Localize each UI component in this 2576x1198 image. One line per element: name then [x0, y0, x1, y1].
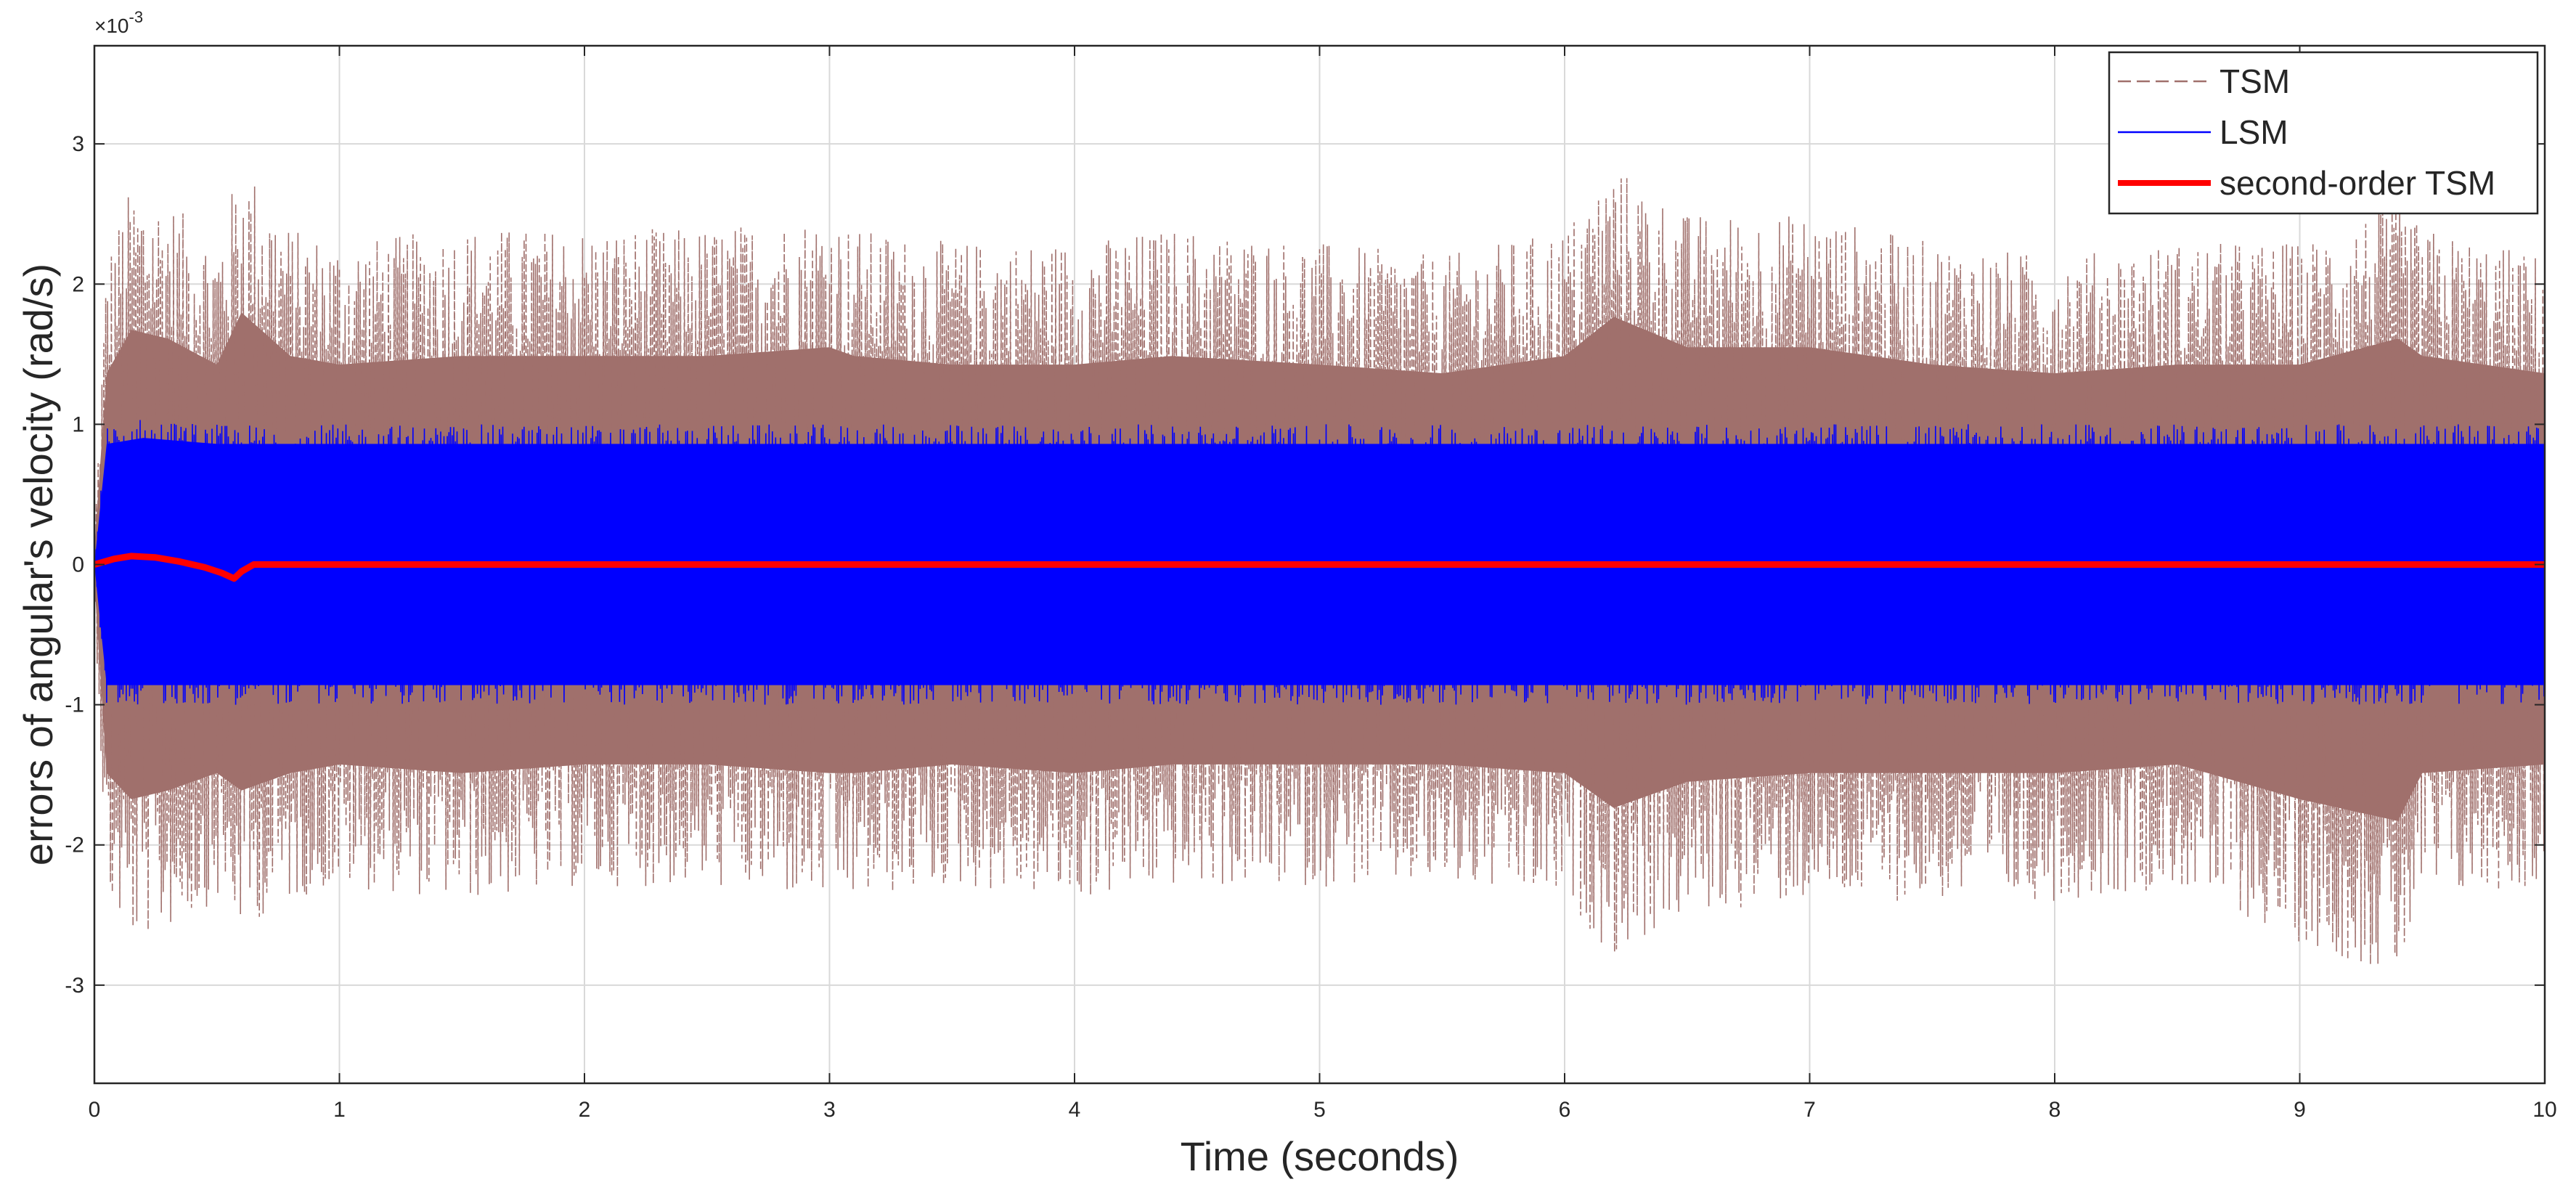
x-tick-label: 1 — [333, 1098, 346, 1122]
y-tick-label: -2 — [65, 834, 84, 857]
series-line — [94, 420, 2545, 705]
y-tick-label: 1 — [72, 412, 84, 436]
x-tick-label: 0 — [89, 1098, 101, 1122]
legend-label: TSM — [2220, 62, 2290, 100]
y-tick-label: 3 — [72, 132, 84, 156]
y-tick-label: 2 — [72, 272, 84, 296]
legend: TSM LSM second-order TSM — [2108, 51, 2539, 215]
x-tick-label: 3 — [823, 1098, 836, 1122]
x-tick-label: 8 — [2049, 1098, 2061, 1122]
x-tick-label: 4 — [1069, 1098, 1081, 1122]
x-axis-label: Time (seconds) — [1181, 1133, 1459, 1179]
x-tick-label: 2 — [579, 1098, 591, 1122]
y-exponent-power: -3 — [129, 8, 144, 26]
x-tick-label: 6 — [1559, 1098, 1571, 1122]
y-tick-label: -3 — [65, 974, 84, 998]
legend-label: second-order TSM — [2220, 164, 2495, 202]
plot-area — [94, 46, 2545, 1083]
y-axis-label: errors of angular's velocity (rad/s) — [15, 264, 61, 865]
legend-label: LSM — [2220, 113, 2288, 151]
x-tick-label: 5 — [1313, 1098, 1326, 1122]
x-tick-label: 7 — [1803, 1098, 1816, 1122]
series-second-order-tsm — [94, 553, 2545, 582]
y-tick-label: 0 — [72, 553, 84, 577]
series-line — [94, 553, 2545, 582]
x-tick-label: 9 — [2294, 1098, 2306, 1122]
x-tick-label: 10 — [2532, 1098, 2556, 1122]
y-tick-label: -1 — [65, 693, 84, 717]
